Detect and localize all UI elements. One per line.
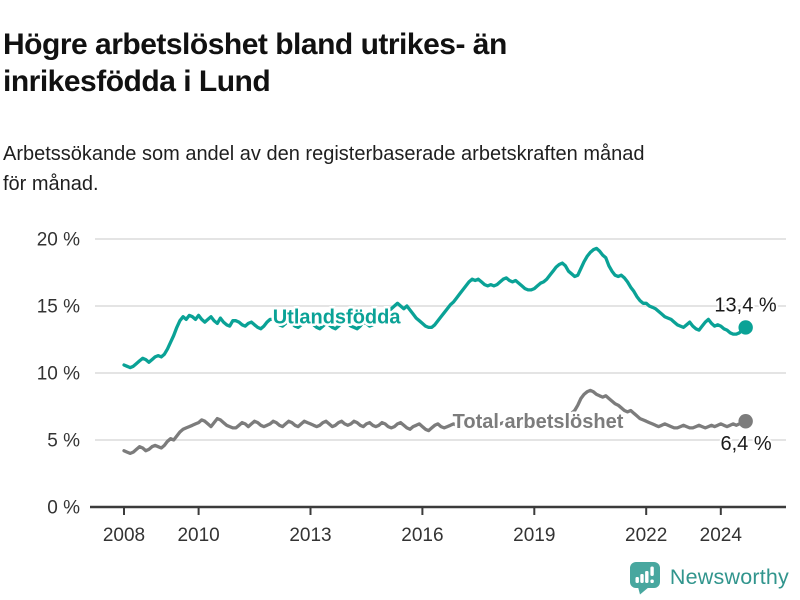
subtitle-line-2: för månad. <box>3 173 99 195</box>
end-dot-0 <box>738 320 753 335</box>
brand-name: Newsworthy <box>669 565 789 589</box>
x-tick-label: 2008 <box>103 525 145 546</box>
line-chart: 0 % 5 % 10 % 15 % 20 % 2008 2010 2013 2016 2019 20… <box>37 230 786 546</box>
x-tick-label: 2024 <box>700 525 743 546</box>
end-value-label-1: 6,4 % <box>721 433 772 455</box>
newsworthy-logo-icon <box>629 562 660 595</box>
y-tick-label: 5 % <box>47 431 80 452</box>
x-tick-label: 2013 <box>289 525 331 546</box>
title-line-2: inrikesfödda i Lund <box>3 65 271 99</box>
series-line-1 <box>122 388 748 456</box>
newsworthy-brand: Newsworthy <box>629 560 789 595</box>
y-tick-label: 0 % <box>47 498 80 519</box>
y-tick-label: 10 % <box>37 364 80 385</box>
title-line-1: Högre arbetslöshet bland utrikes- än <box>3 28 507 62</box>
end-dot-1 <box>738 414 753 429</box>
series-label-0: Utlandsfödda <box>273 307 402 329</box>
x-tick-label: 2022 <box>625 525 667 546</box>
end-value-label-0: 13,4 % <box>714 294 776 316</box>
y-tick-label: 15 % <box>37 297 80 318</box>
series-line-0 <box>122 246 748 370</box>
x-tick-label: 2010 <box>177 525 219 546</box>
chart-subtitle: Arbetssökande som andel av den registerb… <box>3 139 645 199</box>
x-tick-label: 2016 <box>401 525 443 546</box>
y-tick-label: 20 % <box>37 230 80 251</box>
x-tick-label: 2019 <box>513 525 555 546</box>
series-label-1: Total arbetslöshet <box>453 411 624 433</box>
page-title: Högre arbetslöshet bland utrikes- än inr… <box>3 26 507 100</box>
subtitle-line-1: Arbetssökande som andel av den registerb… <box>3 143 645 165</box>
